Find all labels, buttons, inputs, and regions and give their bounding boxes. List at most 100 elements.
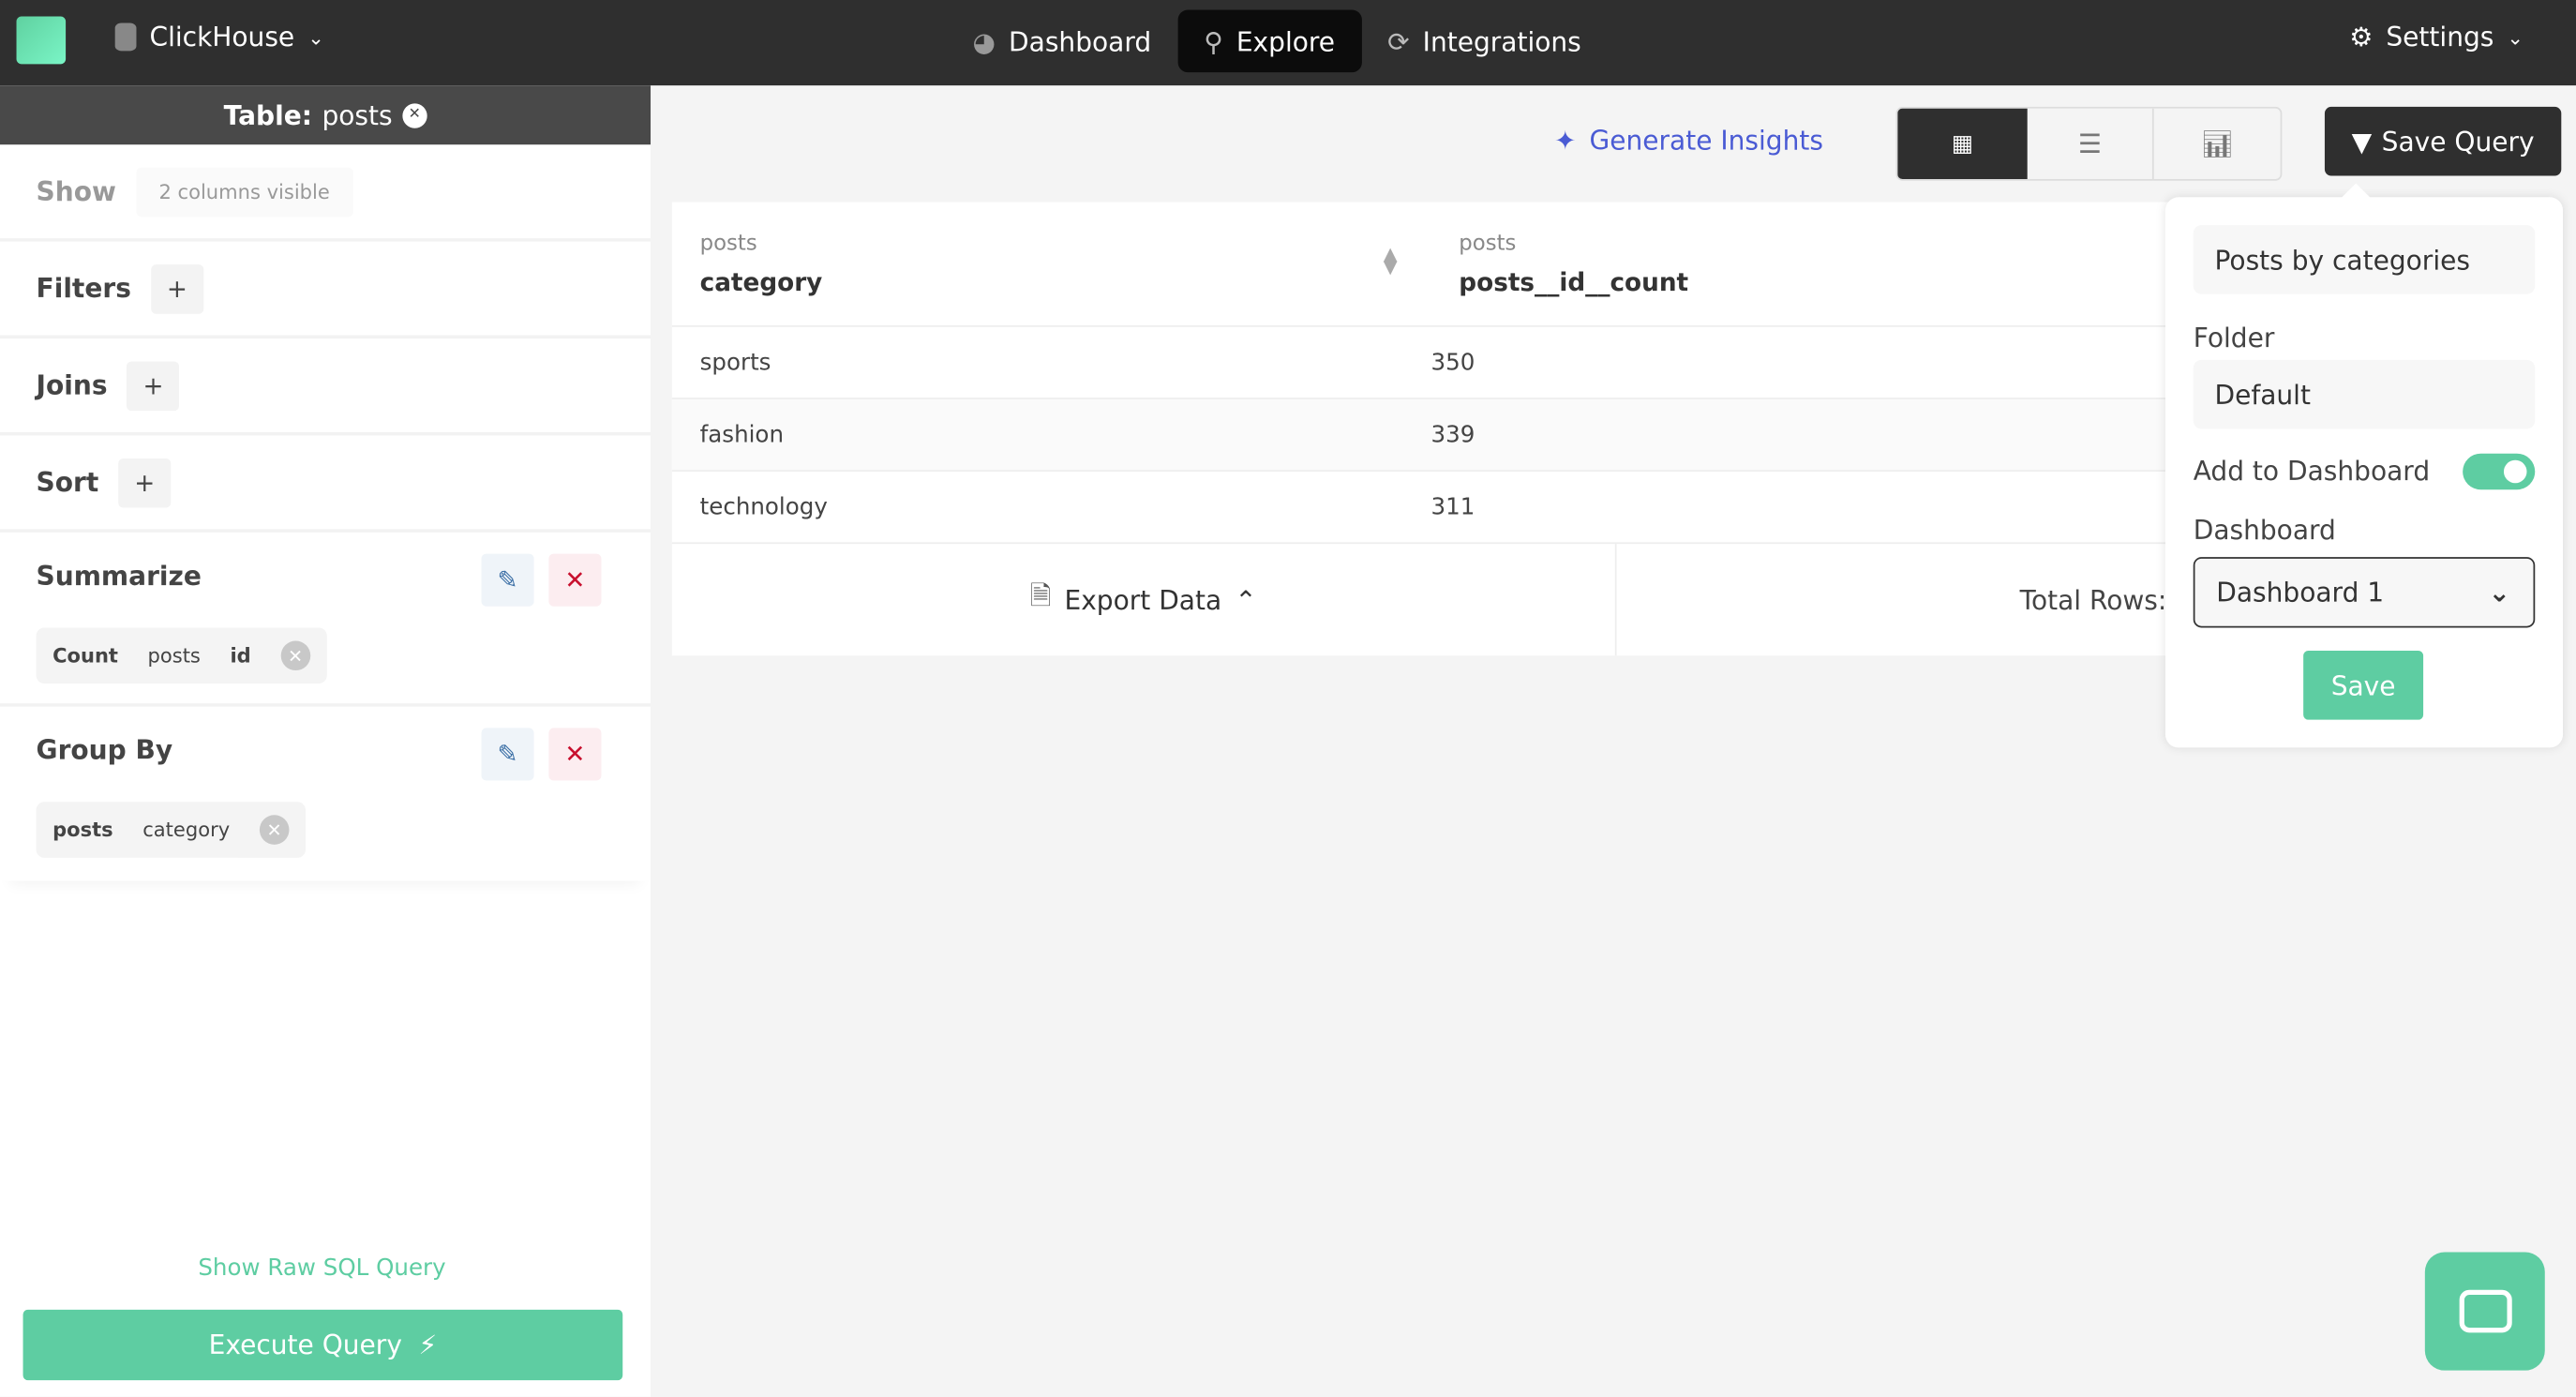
sort-icon[interactable]: ▲ ▼ [1383, 243, 1398, 278]
chevron-down-icon: ⌄ [307, 25, 324, 49]
refresh-icon: ⟳ [1387, 25, 1410, 57]
view-switcher: ▦ ☰ 📊︎ [1895, 106, 2283, 181]
pencil-icon: ✎ [497, 564, 518, 595]
settings-menu[interactable]: ⚙ Settings ⌄ [2349, 22, 2524, 53]
datasource-selector[interactable]: ClickHouse ⌄ [114, 22, 324, 53]
pencil-icon: ✎ [497, 739, 518, 770]
save-query-label: Save Query [2381, 126, 2535, 158]
insights-label: Generate Insights [1589, 125, 1823, 157]
filter-icon: ▼ [2351, 126, 2373, 158]
cell: 350 [1430, 349, 1475, 376]
folder-label: Folder [2193, 322, 2275, 353]
table-icon: ▦ [1951, 130, 1974, 158]
table-row: technology 311 [671, 470, 2184, 542]
search-icon: ⚲ [1204, 25, 1223, 57]
cell: technology [699, 493, 828, 520]
group-by-chip[interactable]: posts category ✕ [36, 802, 306, 858]
delete-summarize-button[interactable]: ✕ [548, 553, 602, 607]
chevron-up-icon: ⌃ [1235, 584, 1257, 616]
table-header-row: posts category ▲ ▼ posts posts__id__count [672, 203, 2183, 325]
table-row: sports 350 [671, 325, 2184, 398]
chat-bubble-icon [2458, 1289, 2511, 1333]
cell: sports [699, 349, 771, 376]
database-icon [114, 23, 137, 52]
execute-label: Execute Query [208, 1329, 402, 1361]
remove-table-icon[interactable]: ✕ [402, 102, 427, 128]
gear-icon: ⚙ [2349, 21, 2374, 53]
chip-aggregate: Count [52, 644, 118, 668]
show-section: Show 2 columns visible [0, 144, 651, 242]
column-header-category[interactable]: category [699, 267, 823, 298]
chip-table: posts [147, 644, 201, 668]
query-sidebar: Table: posts ✕ Show 2 columns visible Filt… [0, 85, 651, 1397]
delete-group-by-button[interactable]: ✕ [548, 728, 602, 781]
total-rows: Total Rows:3 [2019, 584, 2184, 616]
gauge-icon: ◕ [972, 25, 996, 57]
app-logo[interactable] [16, 16, 67, 65]
summarize-chip[interactable]: Count posts id ✕ [36, 627, 327, 684]
edit-group-by-button[interactable]: ✎ [481, 728, 534, 781]
filters-label: Filters [36, 272, 131, 305]
chip-column: category [142, 818, 231, 842]
remove-chip-icon[interactable]: ✕ [280, 640, 310, 671]
save-query-popover: Posts by categories Folder Default Add t… [2164, 183, 2564, 748]
csv-file-icon: 🗎︎ [1029, 578, 1052, 611]
table-name: posts [322, 99, 393, 131]
chevron-down-icon: ⌄ [2507, 25, 2524, 49]
cell: fashion [699, 421, 785, 448]
query-name-input[interactable]: Posts by categories [2193, 225, 2536, 294]
column-table: posts [699, 232, 757, 257]
chip-table: posts [52, 818, 113, 842]
list-view-button[interactable]: ☰ [2028, 108, 2154, 180]
dashboard-select[interactable]: Dashboard 1 ⌄ [2193, 557, 2536, 628]
sparkle-icon: ✦ [1553, 125, 1577, 157]
nav-integrations[interactable]: ⟳ Integrations [1361, 10, 1608, 73]
summarize-title: Summarize [36, 560, 202, 592]
export-label: Export Data [1064, 584, 1222, 616]
chip-column: id [230, 644, 251, 668]
bar-chart-icon: 📊︎ [2200, 128, 2234, 160]
show-label: Show [36, 175, 116, 207]
columns-visible-button[interactable]: 2 columns visible [135, 166, 353, 217]
top-bar: ClickHouse ⌄ ◕ Dashboard ⚲ Explore ⟳ Integr… [0, 0, 2576, 86]
add-join-button[interactable]: + [127, 360, 180, 411]
edit-summarize-button[interactable]: ✎ [481, 553, 534, 607]
table-row: fashion 339 [671, 398, 2184, 471]
cell: 339 [1430, 421, 1475, 448]
nav-explore[interactable]: ⚲ Explore [1177, 9, 1362, 73]
folder-input[interactable]: Default [2193, 359, 2536, 429]
chat-button[interactable] [2424, 1252, 2545, 1371]
table-view-button[interactable]: ▦ [1897, 108, 2028, 180]
list-icon: ☰ [2077, 128, 2102, 160]
nav-label: Explore [1236, 25, 1336, 57]
remove-chip-icon[interactable]: ✕ [259, 815, 290, 845]
popover-arrow [2342, 183, 2371, 212]
lightning-icon: ⚡︎ [418, 1329, 438, 1361]
execute-query-button[interactable]: Execute Query ⚡︎ [22, 1309, 623, 1381]
cell: 311 [1430, 493, 1475, 520]
table-label: Table: [223, 99, 312, 131]
add-to-dashboard-label: Add to Dashboard [2193, 455, 2431, 487]
chart-view-button[interactable]: 📊︎ [2154, 109, 2281, 179]
close-icon: ✕ [564, 739, 586, 770]
add-to-dashboard-toggle[interactable] [2463, 453, 2536, 490]
chevron-down-icon: ⌄ [2488, 577, 2510, 608]
generate-insights-button[interactable]: ✦ Generate Insights [1554, 125, 1823, 156]
export-data-button[interactable]: 🗎︎ Export Data ⌃ [672, 544, 1617, 656]
results-table: posts category ▲ ▼ posts posts__id__count… [671, 202, 2184, 656]
joins-label: Joins [36, 369, 108, 401]
dashboard-value: Dashboard 1 [2216, 577, 2385, 608]
close-icon: ✕ [564, 564, 586, 595]
nav-label: Dashboard [1009, 25, 1152, 57]
save-query-button[interactable]: ▼ Save Query [2324, 106, 2562, 176]
filters-section: Filters + [0, 242, 651, 339]
save-button[interactable]: Save [2303, 651, 2424, 720]
show-raw-sql-link[interactable]: Show Raw SQL Query [198, 1254, 446, 1283]
add-sort-button[interactable]: + [118, 458, 172, 507]
sort-label: Sort [36, 466, 99, 499]
add-filter-button[interactable]: + [150, 263, 203, 313]
nav-label: Integrations [1422, 25, 1581, 57]
nav-dashboard[interactable]: ◕ Dashboard [946, 10, 1177, 73]
joins-section: Joins + [0, 338, 651, 436]
column-header-count[interactable]: posts__id__count [1459, 267, 1689, 298]
